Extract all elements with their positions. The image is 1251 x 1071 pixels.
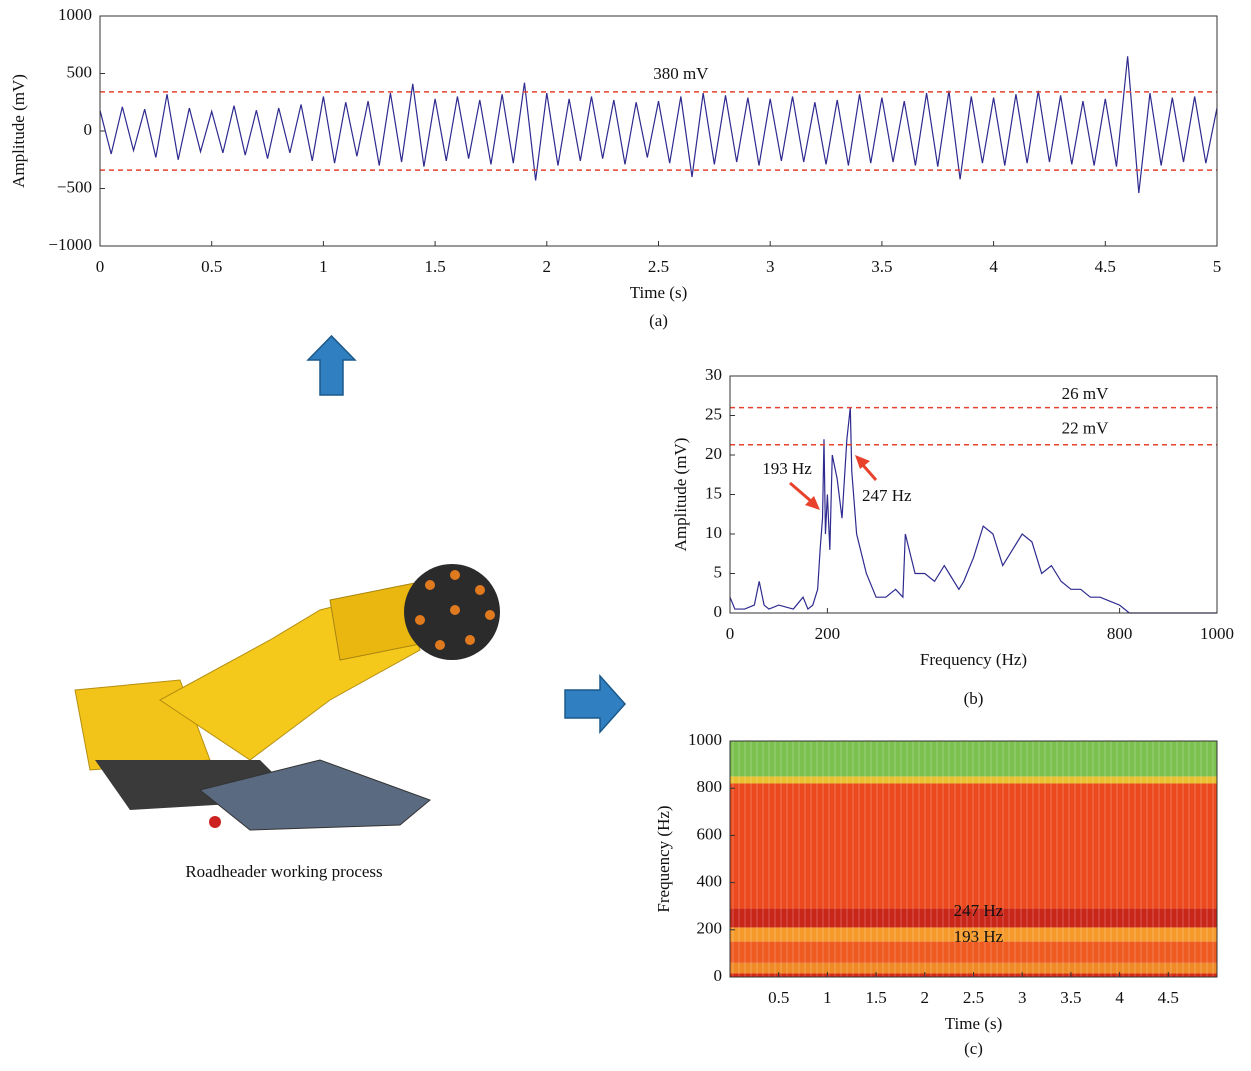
y-tick-label: 1000 xyxy=(688,730,722,749)
x-axis-label: Time (s) xyxy=(630,283,687,302)
x-tick-label: 3.5 xyxy=(1060,988,1081,1007)
plot-frame xyxy=(99,15,1218,247)
y-tick-label: 0 xyxy=(714,966,723,985)
x-tick-label: 1000 xyxy=(1200,624,1234,643)
x-tick-label: 2.5 xyxy=(648,257,669,276)
signal-line xyxy=(99,56,1218,194)
annotation: 380 mV xyxy=(653,64,709,83)
y-tick-label: 0 xyxy=(84,120,93,139)
y-tick-label: 800 xyxy=(697,777,723,796)
x-tick-label: 0.5 xyxy=(201,257,222,276)
texture xyxy=(730,741,1217,977)
x-tick-label: 0.5 xyxy=(768,988,789,1007)
x-tick-label: 200 xyxy=(815,624,841,643)
x-tick-label: 3.5 xyxy=(871,257,892,276)
x-tick-label: 3 xyxy=(1018,988,1027,1007)
x-tick-label: 2 xyxy=(921,988,930,1007)
y-tick-label: 25 xyxy=(705,404,722,423)
right-arrow xyxy=(564,674,627,734)
annotation: 247 Hz xyxy=(862,486,912,505)
panel-caption: (c) xyxy=(964,1039,983,1058)
y-tick-label: −500 xyxy=(57,177,92,196)
signal-line xyxy=(729,407,1217,614)
y-tick-label: 15 xyxy=(705,483,722,502)
annotation: 193 Hz xyxy=(954,927,1004,946)
y-tick-label: 400 xyxy=(697,872,723,891)
y-tick-label: 1000 xyxy=(58,5,92,24)
y-tick-label: 30 xyxy=(705,365,722,384)
x-tick-label: 4.5 xyxy=(1095,257,1116,276)
x-tick-label: 800 xyxy=(1107,624,1133,643)
x-tick-label: 4 xyxy=(1115,988,1124,1007)
x-tick-label: 2 xyxy=(543,257,552,276)
y-tick-label: 10 xyxy=(705,523,722,542)
y-axis-label: Amplitude (mV) xyxy=(9,74,28,188)
annotation: 26 mV xyxy=(1062,384,1109,403)
x-tick-label: 1 xyxy=(823,988,832,1007)
panel-caption: (b) xyxy=(964,689,984,708)
x-axis-label: Time (s) xyxy=(945,1014,1002,1033)
y-tick-label: 5 xyxy=(714,562,723,581)
panel-caption: (a) xyxy=(649,311,668,330)
x-tick-label: 2.5 xyxy=(963,988,984,1007)
x-tick-label: 5 xyxy=(1213,257,1222,276)
up-arrow xyxy=(306,334,357,396)
y-axis-label: Amplitude (mV) xyxy=(671,438,690,552)
y-tick-label: 500 xyxy=(67,62,93,81)
x-tick-label: 3 xyxy=(766,257,775,276)
y-tick-label: 600 xyxy=(697,824,723,843)
roadheader-photo xyxy=(74,564,500,831)
x-tick-label: 4.5 xyxy=(1158,988,1179,1007)
x-tick-label: 4 xyxy=(989,257,998,276)
x-tick-label: 0 xyxy=(96,257,105,276)
annotation-arrows xyxy=(789,455,878,510)
y-tick-label: 0 xyxy=(714,602,723,621)
x-tick-label: 1.5 xyxy=(865,988,886,1007)
annotation: 22 mV xyxy=(1062,419,1109,438)
y-tick-label: −1000 xyxy=(48,235,92,254)
photo-caption: Roadheader working process xyxy=(185,862,382,881)
x-tick-label: 0 xyxy=(726,624,735,643)
x-axis-label: Frequency (Hz) xyxy=(920,650,1027,669)
y-tick-label: 20 xyxy=(705,444,722,463)
y-tick-label: 200 xyxy=(697,919,723,938)
annotation: 247 Hz xyxy=(954,901,1004,920)
annotation: 193 Hz xyxy=(762,459,812,478)
x-tick-label: 1 xyxy=(319,257,328,276)
x-tick-label: 1.5 xyxy=(424,257,445,276)
y-axis-label: Frequency (Hz) xyxy=(654,805,673,912)
